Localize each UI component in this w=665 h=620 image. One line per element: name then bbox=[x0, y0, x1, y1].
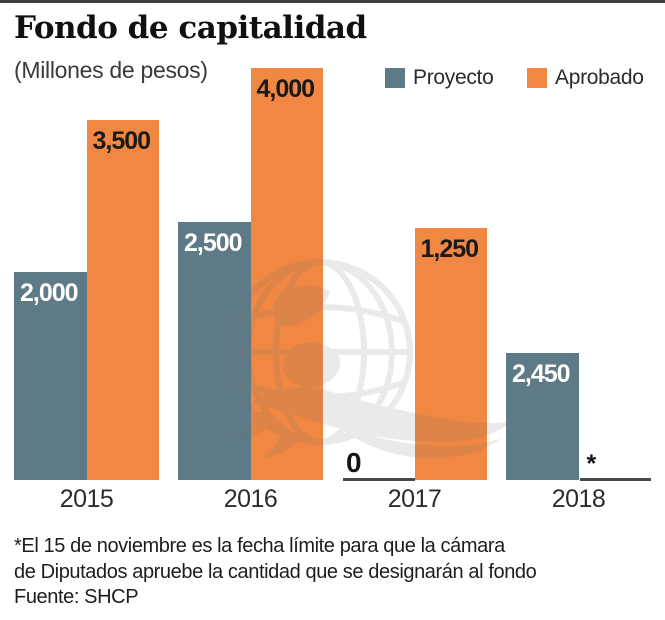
x-axis-label-2017: 2017 bbox=[387, 485, 442, 513]
zero-baseline-proyecto-2017 bbox=[343, 478, 415, 481]
aprobado-swatch-icon bbox=[527, 68, 547, 88]
legend-label-proyecto: Proyecto bbox=[413, 66, 494, 89]
bar-proyecto-2016: 2,500 bbox=[178, 222, 251, 480]
value-label-proyecto-2017: 0 bbox=[346, 447, 362, 478]
value-label-aprobado-2018: * bbox=[586, 450, 597, 478]
value-label-aprobado-2016: 4,000 bbox=[256, 75, 316, 103]
bar-aprobado-2015: 3,500 bbox=[86, 120, 159, 480]
page-title: Fondo de capitalidad bbox=[14, 10, 367, 46]
chart-units-label: (Millones de pesos) bbox=[14, 57, 208, 83]
legend: Proyecto Aprobado bbox=[0, 66, 665, 92]
value-label-aprobado-2015: 3,500 bbox=[92, 127, 152, 155]
legend-item-proyecto: Proyecto bbox=[385, 66, 494, 90]
legend-label-aprobado: Aprobado bbox=[555, 66, 644, 89]
value-label-proyecto-2018: 2,450 bbox=[512, 360, 571, 388]
x-axis-label-2016: 2016 bbox=[223, 485, 278, 513]
zero-baseline-aprobado-2018 bbox=[579, 478, 651, 481]
footnote-line-1: *El 15 de noviembre es la fecha límite p… bbox=[14, 535, 505, 557]
top-border-rule bbox=[0, 0, 665, 3]
bar-aprobado-2016: 4,000 bbox=[250, 68, 323, 480]
source-line: Fuente: SHCP bbox=[14, 586, 139, 608]
bar-aprobado-2017: 1,250 bbox=[414, 228, 487, 480]
bar-proyecto-2015: 2,000 bbox=[14, 272, 87, 480]
footnote-line-2: de Diputados apruebe la cantidad que se … bbox=[14, 560, 537, 583]
value-label-proyecto-2016: 2,500 bbox=[184, 229, 243, 257]
bar-proyecto-2018: 2,450 bbox=[506, 353, 579, 480]
value-label-proyecto-2015: 2,000 bbox=[20, 279, 79, 307]
legend-item-aprobado: Aprobado bbox=[527, 66, 644, 90]
x-axis-label-2015: 2015 bbox=[59, 485, 114, 513]
x-axis-label-2018: 2018 bbox=[551, 485, 606, 513]
proyecto-swatch-icon bbox=[385, 68, 405, 88]
footnote: *El 15 de noviembre es la fecha límite p… bbox=[14, 534, 537, 611]
value-label-aprobado-2017: 1,250 bbox=[420, 235, 480, 263]
